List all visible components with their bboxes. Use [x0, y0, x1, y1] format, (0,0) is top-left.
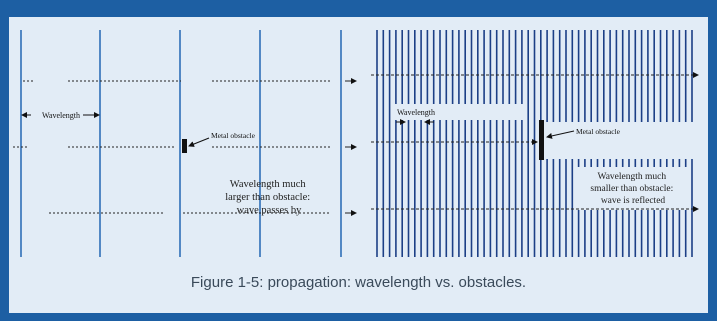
right-diagram: Wavelength Metal obstacle Wavelength muc… — [371, 30, 699, 257]
left-wavelength-callout: Wavelength — [21, 111, 100, 120]
propagation-diagram: Wavelength Metal obstacle Wavelength muc… — [13, 30, 699, 257]
right-propagation-rays — [371, 72, 699, 212]
left-note-line: wave passes by — [237, 205, 302, 216]
long-wavefronts — [20, 30, 342, 257]
right-note: Wavelength much smaller than obstacle: w… — [590, 172, 675, 206]
figure-panel: Wavelength Metal obstacle Wavelength muc… — [9, 17, 708, 313]
left-obstacle-label: Metal obstacle — [211, 131, 256, 140]
shadow-gap — [536, 122, 696, 159]
left-wavelength-label: Wavelength — [42, 111, 80, 120]
left-diagram: Wavelength Metal obstacle Wavelength muc… — [13, 30, 357, 257]
wavelength-label-gap — [392, 104, 526, 120]
left-metal-obstacle — [182, 139, 187, 153]
figure-caption: Figure 1-5: propagation: wavelength vs. … — [190, 274, 527, 291]
right-note-line: smaller than obstacle: — [590, 184, 673, 194]
right-wavelength-label: Wavelength — [397, 108, 435, 117]
left-note: Wavelength much larger than obstacle: wa… — [225, 179, 313, 216]
right-obstacle-pointer — [546, 130, 575, 139]
right-metal-obstacle — [539, 120, 544, 160]
left-note-line: Wavelength much — [230, 179, 307, 190]
left-propagation-rays — [13, 78, 357, 216]
right-note-line: wave is reflected — [601, 195, 666, 206]
right-obstacle-label: Metal obstacle — [576, 127, 621, 136]
left-note-line: larger than obstacle: — [225, 192, 310, 203]
reflected-note-gap — [576, 167, 688, 210]
right-note-line: Wavelength much — [598, 172, 667, 182]
left-obstacle-pointer — [188, 137, 210, 147]
